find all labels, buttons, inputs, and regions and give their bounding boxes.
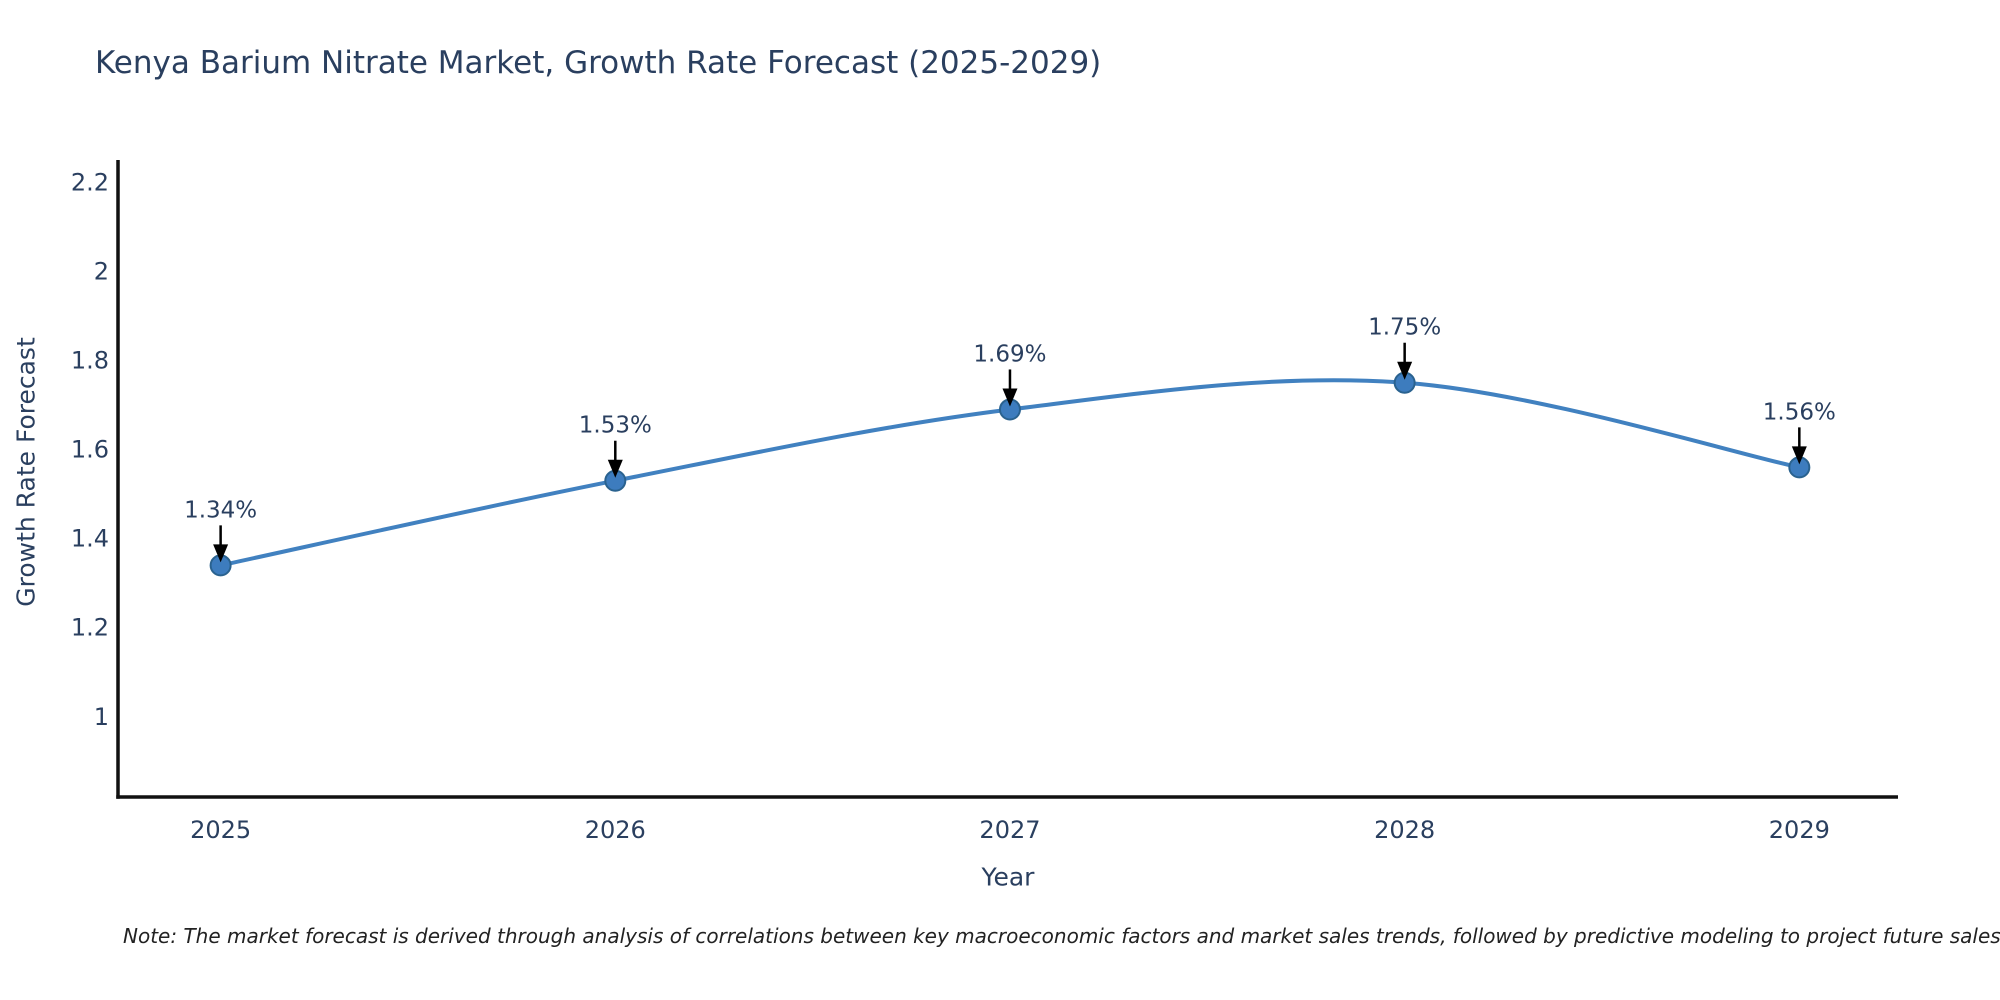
y-axis-title: Growth Rate Forecast: [11, 337, 41, 607]
annotation-label: 1.53%: [579, 413, 652, 439]
annotation-label: 1.34%: [184, 497, 257, 523]
y-tick-label: 2: [94, 257, 109, 285]
x-tick-label: 2026: [585, 816, 646, 844]
annotation-arrowhead-icon: [1791, 446, 1807, 465]
y-tick-label: 2.2: [71, 168, 109, 196]
chart-title: Kenya Barium Nitrate Market, Growth Rate…: [95, 45, 1102, 81]
annotation-arrowhead-icon: [1002, 388, 1018, 407]
annotation-arrowhead-icon: [607, 459, 623, 478]
annotation-label: 1.75%: [1368, 315, 1441, 341]
x-tick-label: 2028: [1374, 816, 1435, 844]
x-tick-label: 2029: [1769, 816, 1830, 844]
x-tick-label: 2025: [190, 816, 251, 844]
y-tick-label: 1.6: [71, 436, 109, 464]
x-tick-label: 2027: [979, 816, 1040, 844]
y-tick-label: 1.8: [71, 346, 109, 374]
y-tick-label: 1.2: [71, 614, 109, 642]
annotation-label: 1.56%: [1763, 399, 1836, 425]
annotation-arrowhead-icon: [213, 544, 229, 563]
x-axis-title: Year: [981, 862, 1035, 892]
y-tick-label: 1.4: [71, 525, 109, 553]
footnote: Note: The market forecast is derived thr…: [123, 924, 2000, 948]
annotation-arrowhead-icon: [1397, 361, 1413, 380]
annotation-label: 1.69%: [973, 341, 1046, 367]
y-tick-label: 1: [94, 703, 109, 731]
